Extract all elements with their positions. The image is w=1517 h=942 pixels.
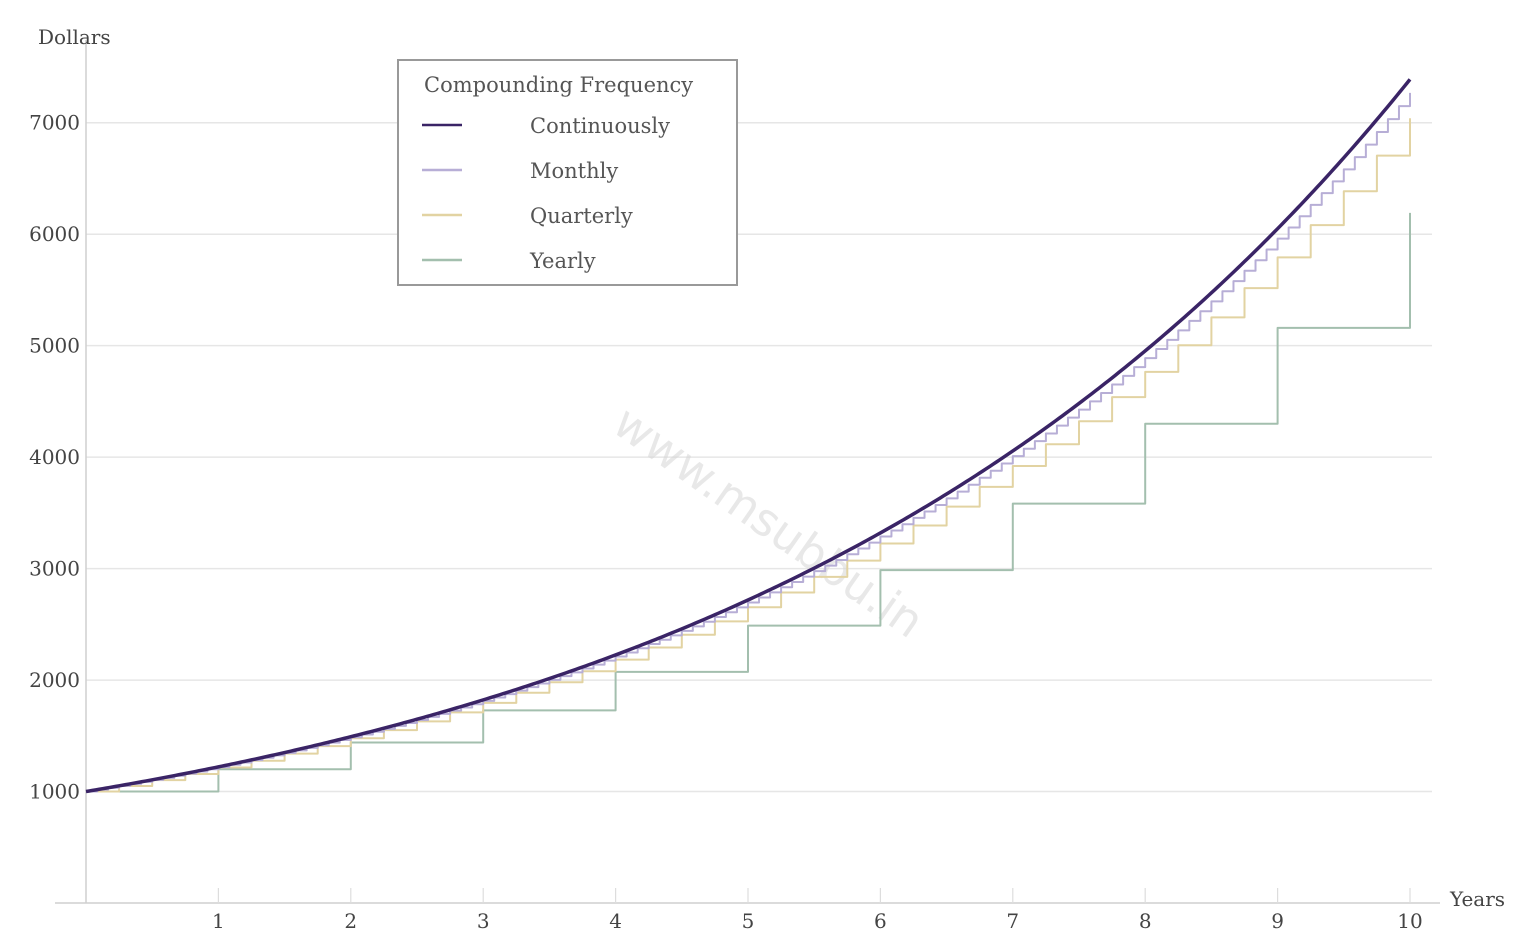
legend-label-quarterly: Quarterly [530, 204, 633, 228]
series-line-monthly [86, 92, 1411, 793]
legend-label-yearly: Yearly [529, 249, 596, 273]
y-axis-title: Dollars [38, 25, 111, 49]
legend-items: Continuously Monthly Quarterly Yearly [422, 114, 670, 273]
legend-label-continuously: Continuously [530, 114, 670, 138]
x-tick-label-2: 2 [344, 909, 357, 933]
legend: Compounding Frequency Continuously Monthl… [397, 59, 738, 286]
watermark-text: www.msubbu.in [604, 395, 934, 649]
legend-label-monthly: Monthly [530, 159, 618, 183]
y-tick-label-4000: 4000 [29, 445, 80, 469]
y-tick-label-2000: 2000 [29, 668, 80, 692]
x-tick-label-4: 4 [609, 909, 622, 933]
legend-box [397, 59, 738, 286]
x-tick-label-7: 7 [1006, 909, 1019, 933]
series-line-quarterly [86, 118, 1411, 793]
grid-lines [86, 121, 1432, 793]
x-tick-label-9: 9 [1271, 909, 1284, 933]
y-tick-labels: 1000 2000 3000 4000 5000 6000 7000 [29, 111, 80, 804]
x-tick-label-10: 10 [1397, 909, 1422, 933]
x-tick-label-5: 5 [742, 909, 755, 933]
axes [55, 40, 1440, 904]
x-tick-labels: 1 2 3 4 5 6 7 8 9 10 [212, 888, 1423, 933]
x-tick-label-3: 3 [477, 909, 490, 933]
series-line-yearly [86, 212, 1411, 793]
y-tick-label-7000: 7000 [29, 111, 80, 135]
y-tick-label-3000: 3000 [29, 557, 80, 581]
series-line-continuously [85, 78, 1412, 794]
legend-title: Compounding Frequency [424, 73, 693, 97]
y-tick-label-5000: 5000 [29, 334, 80, 358]
x-axis-title: Years [1449, 887, 1505, 911]
x-tick-label-6: 6 [874, 909, 887, 933]
x-tick-label-1: 1 [212, 909, 225, 933]
y-tick-label-6000: 6000 [29, 222, 80, 246]
x-tick-label-8: 8 [1139, 909, 1152, 933]
y-tick-label-1000: 1000 [29, 780, 80, 804]
series-group [85, 78, 1412, 794]
